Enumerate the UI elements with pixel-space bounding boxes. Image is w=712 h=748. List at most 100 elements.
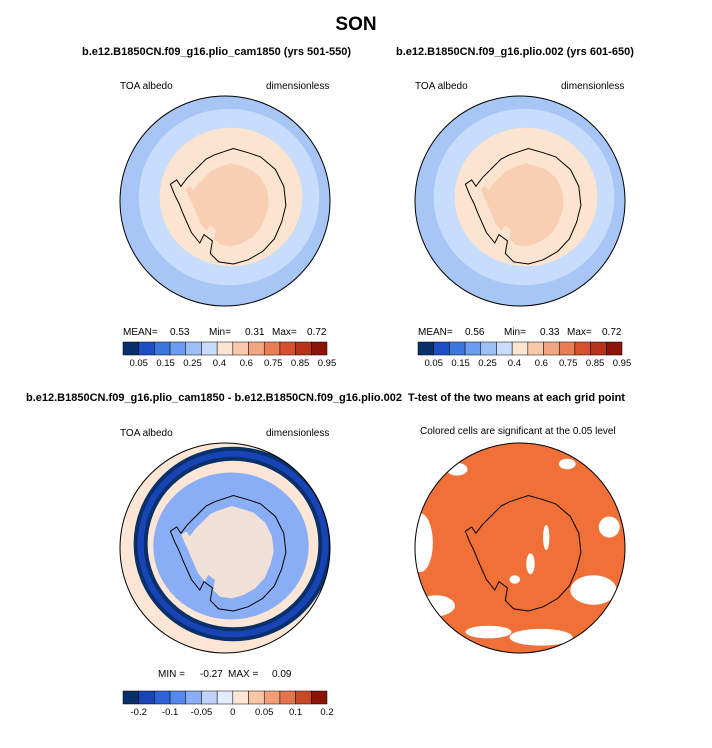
panel3-left-label: TOA albedo <box>120 428 173 439</box>
panel3-colorbar-swatch <box>248 690 265 705</box>
panel3-colorbar-swatch <box>122 690 139 705</box>
panel2-mean-value: 0.56 <box>465 327 485 338</box>
panel1-colorbar-swatch <box>138 341 155 356</box>
panel3-colorbar-tick-label: -0.1 <box>162 707 178 718</box>
panel1-map <box>120 96 330 306</box>
panel3-colorbar-swatch <box>232 690 249 705</box>
panel2-coastline <box>464 147 582 265</box>
panel3-max-value: 0.09 <box>272 669 292 680</box>
panel2-min-value: 0.33 <box>540 327 560 338</box>
panel1-colorbar-tick-label: 0.6 <box>240 358 253 369</box>
panel2-colorbar-tick-label: 0.4 <box>508 358 521 369</box>
panel4-map <box>415 443 625 653</box>
panel1-colorbar-swatch <box>232 341 249 356</box>
panel3-ring-core <box>137 450 329 638</box>
panel1-colorbar-tick-label: 0.85 <box>291 358 310 369</box>
panel1-colorbar-swatch <box>201 341 218 356</box>
panel2-colorbar-tick-label: 0.6 <box>535 358 548 369</box>
panel1-colorbar-swatch <box>279 341 296 356</box>
panel1-colorbar-tick-label: 0.95 <box>318 358 337 369</box>
panel1-colorbar-swatch <box>248 341 265 356</box>
panel3-border <box>119 442 331 654</box>
panel1-colorbar-swatch <box>311 341 328 356</box>
panel2-colorbar-swatch <box>433 341 450 356</box>
panel2-colorbar-tick-label: 0.75 <box>559 358 578 369</box>
panel2-colorbar-swatch <box>464 341 482 356</box>
panel2-left-label: TOA albedo <box>415 81 468 92</box>
panel3-colorbar-tick-label: 0.1 <box>289 707 302 718</box>
panel1-colorbar-swatch <box>263 341 281 356</box>
panel4-nonsig-patch <box>415 513 433 573</box>
panel2-colorbar: 0.05 0.15 0.25 0.4 0.6 0.75 0.85 0.95 <box>417 341 632 369</box>
panel1-colorbar-tick-label: 0.15 <box>156 358 175 369</box>
panel3-colorbar-swatch <box>216 690 234 705</box>
panel4-nonsig-patch <box>570 575 617 605</box>
panel1-colorbar-swatch <box>295 341 312 356</box>
panel4-nonsig-patch <box>465 625 512 639</box>
colorbar-layer: 0.05 0.15 0.25 0.4 0.6 0.75 0.85 0.95 0.05 0.15 0.… <box>122 341 632 718</box>
panel3-colorbar-swatch <box>311 690 328 705</box>
panel1-mean-label: MEAN= <box>123 327 158 338</box>
panel2-max-value: 0.72 <box>602 327 622 338</box>
panel2-right-label: dimensionless <box>561 81 625 92</box>
figure-title: SON <box>335 14 377 35</box>
panel3-colorbar-tick-label: 0.2 <box>320 707 333 718</box>
panel2-colorbar-swatch <box>558 341 576 356</box>
panel1-colorbar-swatch <box>154 341 171 356</box>
panel1-colorbar-tick-label: 0.05 <box>129 358 148 369</box>
panel2-min-label: Min= <box>504 327 526 338</box>
panel3-coastline <box>169 494 287 612</box>
panel3-title: b.e12.B1850CN.f09_g16.plio_cam1850 - b.e… <box>26 392 403 404</box>
panel4-nonsig-patch <box>558 458 576 470</box>
panel1-right-label: dimensionless <box>266 81 330 92</box>
panel4-title: T-test of the two means at each grid poi… <box>408 392 625 404</box>
panel1-colorbar-swatch <box>169 341 187 356</box>
panel4-border <box>414 442 626 654</box>
panel2-colorbar-swatch <box>496 341 513 356</box>
panel1-left-label: TOA albedo <box>120 81 173 92</box>
panel2-colorbar-swatch <box>590 341 607 356</box>
panel2-colorbar-swatch <box>449 341 466 356</box>
panel3-colorbar-swatch <box>295 690 312 705</box>
panel2-colorbar-tick-label: 0.15 <box>451 358 470 369</box>
panel3-colorbar-swatch <box>154 690 171 705</box>
panel3-right-label: dimensionless <box>266 428 330 439</box>
panel1-min-value: 0.31 <box>245 327 265 338</box>
panel4-nonsig-patch <box>526 553 535 575</box>
panel3-max-label: MAX = <box>228 669 259 680</box>
panel4-coastline <box>464 494 582 612</box>
panel1-colorbar-tick-label: 0.4 <box>213 358 226 369</box>
panel1-colorbar-swatch <box>216 341 234 356</box>
panel2-colorbar-tick-label: 0.85 <box>586 358 605 369</box>
panel3-colorbar-tick-label: 0 <box>230 707 235 718</box>
panel1-title: b.e12.B1850CN.f09_g16.plio_cam1850 (yrs … <box>82 46 352 58</box>
panel1-plateau <box>185 163 269 247</box>
panel4-subtitle: Colored cells are significant at the 0.0… <box>420 426 616 437</box>
panel2-title: b.e12.B1850CN.f09_g16.plio.002 (yrs 601-… <box>396 46 634 58</box>
panel2-colorbar-tick-label: 0.95 <box>613 358 632 369</box>
panel1-max-label: Max= <box>272 327 297 338</box>
panel3-colorbar-swatch <box>138 690 155 705</box>
panel1-colorbar-tick-label: 0.75 <box>264 358 283 369</box>
panel1-colorbar: 0.05 0.15 0.25 0.4 0.6 0.75 0.85 0.95 <box>122 341 337 369</box>
panel3-min-label: MIN = <box>158 669 185 680</box>
panel3-colorbar-swatch <box>185 690 202 705</box>
panel1-min-label: Min= <box>209 327 231 338</box>
panel1-mean-value: 0.53 <box>170 327 190 338</box>
panel3-land-region <box>181 506 274 599</box>
panel1-colorbar-tick-label: 0.25 <box>183 358 202 369</box>
panel1-colorbar-swatch <box>185 341 202 356</box>
panel2-colorbar-swatch <box>543 341 560 356</box>
panel3-map <box>120 443 330 653</box>
panel4-nonsig-patch <box>446 462 468 476</box>
panel3-colorbar-swatch <box>263 690 281 705</box>
panel2-plateau <box>480 163 564 247</box>
panel2-map <box>415 96 625 306</box>
panel1-border <box>119 95 331 307</box>
panel2-max-label: Max= <box>567 327 592 338</box>
panel3-colorbar-swatch <box>201 690 218 705</box>
panel4-nonsig-patch <box>509 628 573 646</box>
panel3-colorbar-tick-label: -0.05 <box>191 707 213 718</box>
map-layer <box>119 95 626 654</box>
